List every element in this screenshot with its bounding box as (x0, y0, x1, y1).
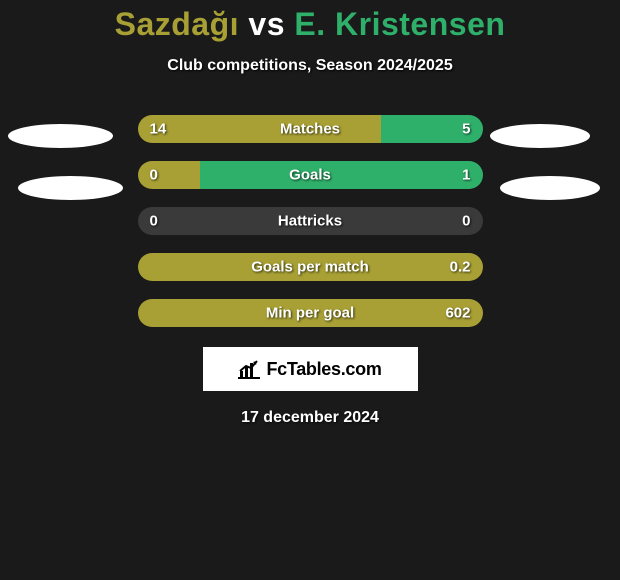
stat-label: Matches (138, 121, 483, 138)
stat-label: Hattricks (138, 213, 483, 230)
stat-label: Goals per match (138, 259, 483, 276)
vs-text: vs (239, 6, 294, 42)
brand-text: FcTables.com (266, 359, 381, 380)
chart-icon (238, 359, 260, 379)
stat-row: 602Min per goal (138, 299, 483, 327)
player1-name: Sazdağı (115, 6, 239, 42)
comparison-widget: Sazdağı vs E. Kristensen Club competitio… (0, 0, 620, 580)
stat-label: Min per goal (138, 305, 483, 322)
brand-box[interactable]: FcTables.com (203, 347, 418, 391)
stat-row: 00Hattricks (138, 207, 483, 235)
stat-row: 145Matches (138, 115, 483, 143)
stat-row: 0.2Goals per match (138, 253, 483, 281)
date-text: 17 december 2024 (0, 409, 620, 427)
player2-badge (490, 124, 590, 148)
subtitle: Club competitions, Season 2024/2025 (0, 57, 620, 75)
page-title: Sazdağı vs E. Kristensen (0, 0, 620, 43)
player1-badge-2 (18, 176, 123, 200)
stat-label: Goals (138, 167, 483, 184)
player1-badge (8, 124, 113, 148)
stat-row: 01Goals (138, 161, 483, 189)
player2-name: E. Kristensen (294, 6, 505, 42)
player2-badge-2 (500, 176, 600, 200)
